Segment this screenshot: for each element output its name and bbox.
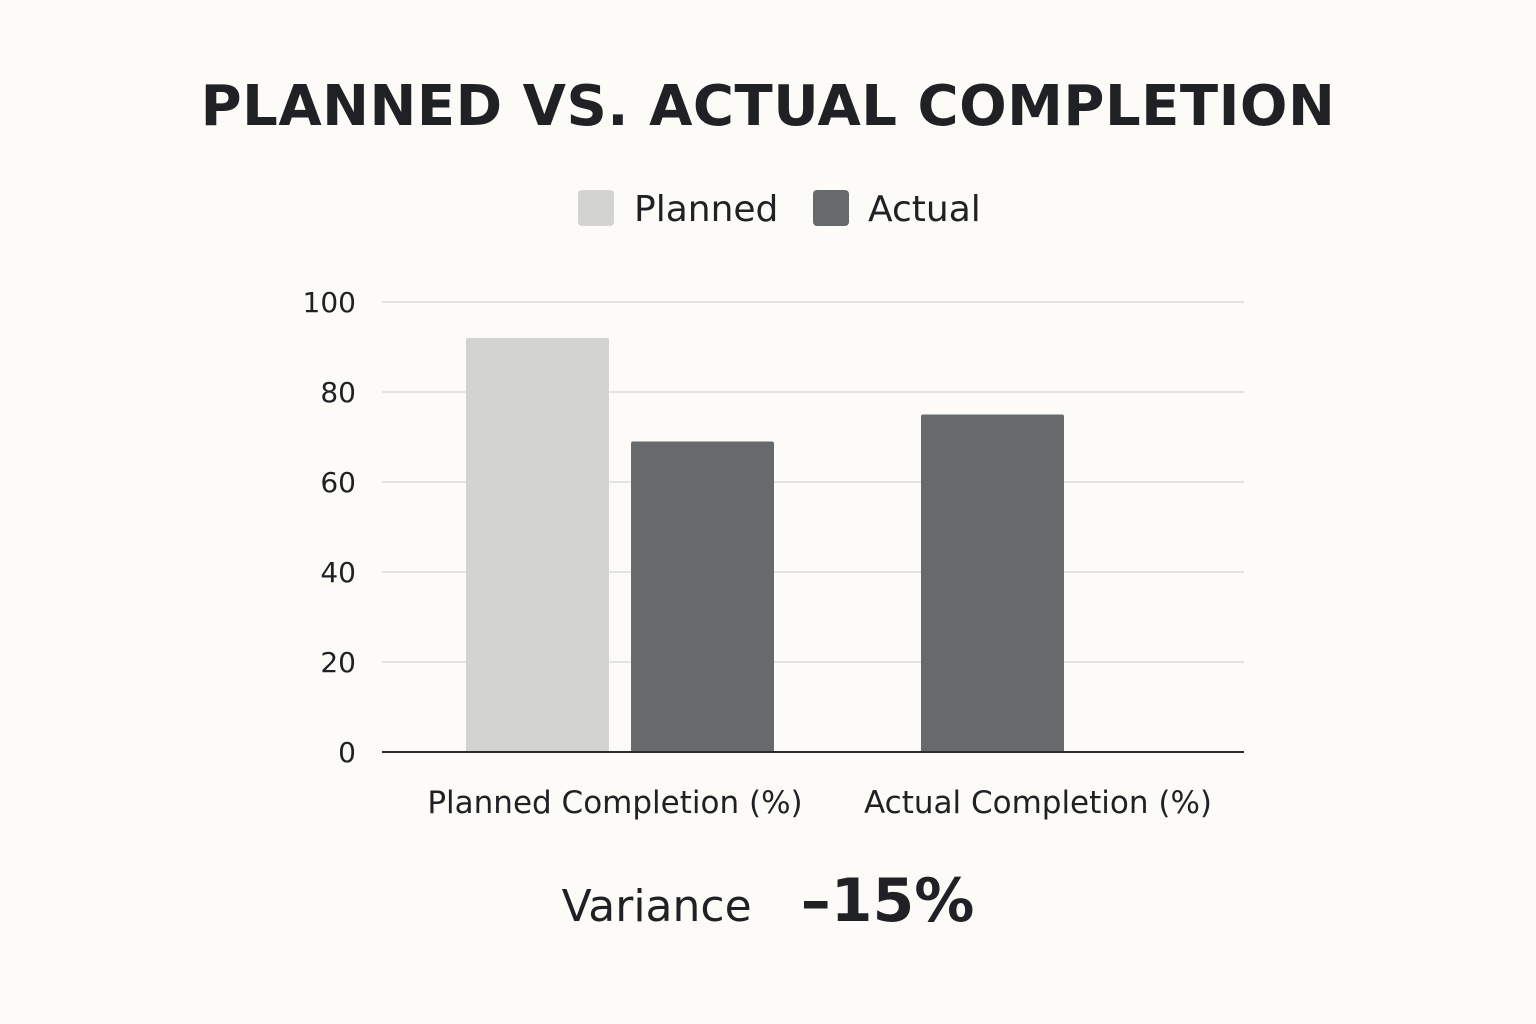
legend-swatch-actual (813, 190, 849, 226)
y-tick-label: 80 (320, 376, 356, 409)
y-tick-label: 20 (320, 646, 356, 679)
legend-label-planned: Planned (634, 189, 778, 230)
legend-swatch-planned (578, 190, 614, 226)
y-tick-label: 0 (338, 736, 356, 769)
chart-title: PLANNED VS. ACTUAL COMPLETION (200, 74, 1336, 139)
y-tick-label: 40 (320, 556, 356, 589)
variance-value: –15% (800, 866, 975, 936)
legend-label-actual: Actual (868, 189, 981, 230)
y-tick-label: 100 (303, 286, 356, 319)
variance-label: Variance (561, 881, 752, 932)
y-tick-label: 60 (320, 466, 356, 499)
bar-actual-1 (921, 414, 1064, 752)
bar-actual-0 (631, 441, 774, 752)
bar-planned-0 (466, 338, 609, 752)
variance-summary: Variance –15% (0, 866, 1536, 936)
x-category-label: Planned Completion (%) (427, 785, 802, 821)
x-category-label: Actual Completion (%) (864, 785, 1212, 821)
